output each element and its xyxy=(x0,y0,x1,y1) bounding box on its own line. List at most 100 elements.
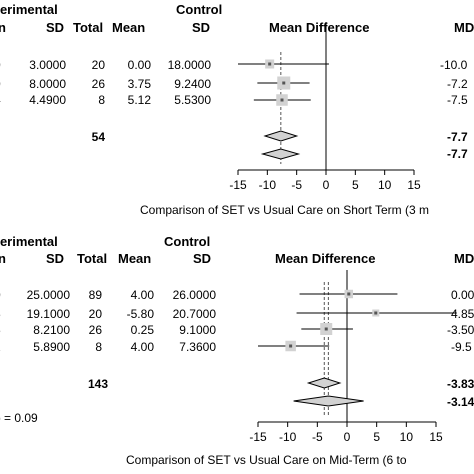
control-group-header: Control xyxy=(176,2,222,17)
x-tick-label: -10 xyxy=(259,178,277,192)
experimental-group-header: perimental xyxy=(0,234,58,249)
md-cell: -10.0 xyxy=(440,58,468,72)
study-point-estimate xyxy=(374,311,378,315)
md-cell: 0.00 xyxy=(451,288,474,302)
ctrl-sd-cell: 18.0000 xyxy=(168,58,212,72)
exp-sd-cell: 19.1000 xyxy=(27,307,71,321)
control-group-header: Control xyxy=(164,234,210,249)
table-row: 0 25.0000 89 4.00 26.0000 0.00 xyxy=(0,288,474,302)
col-header-md: MD xyxy=(454,251,474,266)
table-row: 0 3.0000 20 0.00 18.0000 -10.0 xyxy=(0,58,468,72)
col-header-ctrl-sd: SD xyxy=(193,251,211,266)
x-tick-label: 15 xyxy=(407,178,421,192)
x-tick-label: 0 xyxy=(323,178,330,192)
col-header-mean-difference: Mean Difference xyxy=(269,20,369,35)
ctrl-mean-cell: 4.00 xyxy=(131,340,155,354)
table-row: 4 4.4900 8 5.12 5.5300 -7.5 xyxy=(0,93,468,107)
study-rows: 0 25.0000 89 4.00 26.0000 0.00 5 19.1000… xyxy=(0,288,474,354)
x-tick-label: 0 xyxy=(344,430,351,444)
x-axis: -15 -10 -5 0 5 10 15 xyxy=(229,169,421,192)
col-header-exp-total: Total xyxy=(77,251,107,266)
panel-mid-term: perimental Control n SD Total Mean SD Me… xyxy=(0,234,474,467)
pooled-diamond xyxy=(306,377,342,389)
table-row: 5 8.2100 26 0.25 9.1000 -3.50 xyxy=(0,323,474,337)
col-header-ctrl-mean: Mean xyxy=(118,251,151,266)
pooled-md-cell: -3.83 xyxy=(447,377,474,391)
total-cell: 54 xyxy=(92,130,106,144)
exp-mean-cell: 0 xyxy=(0,77,1,91)
table-row: 0 8.0000 26 3.75 9.2400 -7.2 xyxy=(0,77,468,91)
study-point-estimate xyxy=(289,344,293,348)
table-row: 1 5.8900 8 4.00 7.3600 -9.5 xyxy=(0,340,472,354)
x-tick-label: 10 xyxy=(378,178,392,192)
ctrl-sd-cell: 5.5300 xyxy=(174,93,211,107)
x-axis-label: Comparison of SET vs Usual Care on Mid-T… xyxy=(126,453,407,467)
x-tick-label: -5 xyxy=(291,178,302,192)
experimental-group-header: perimental xyxy=(0,2,58,17)
exp-total-cell: 8 xyxy=(98,93,105,107)
md-cell: 4.85 xyxy=(451,307,474,321)
study-rows: 0 3.0000 20 0.00 18.0000 -10.0 0 8.0000 … xyxy=(0,58,468,107)
exp-mean-cell: 0 xyxy=(0,288,1,302)
ctrl-mean-cell: -5.80 xyxy=(127,307,155,321)
exp-total-cell: 20 xyxy=(89,307,103,321)
exp-mean-cell: 4 xyxy=(0,93,1,107)
exp-total-cell: 26 xyxy=(92,77,106,91)
ctrl-sd-cell: 9.1000 xyxy=(179,323,216,337)
exp-sd-cell: 5.8900 xyxy=(33,340,70,354)
exp-mean-cell: 5 xyxy=(0,307,1,321)
md-cell: -7.5 xyxy=(447,93,468,107)
col-header-ctrl-sd: SD xyxy=(192,20,210,35)
x-tick-label: -15 xyxy=(249,430,267,444)
x-axis-label: Comparison of SET vs Usual Care on Short… xyxy=(140,203,429,217)
exp-sd-cell: 8.0000 xyxy=(29,77,66,91)
exp-sd-cell: 3.0000 xyxy=(29,58,66,72)
ctrl-sd-cell: 9.2400 xyxy=(174,77,211,91)
md-cell: -9.5 xyxy=(451,340,472,354)
pooled-diamond xyxy=(263,130,299,142)
col-header-ctrl-mean: Mean xyxy=(112,20,145,35)
x-tick-label: -5 xyxy=(312,430,323,444)
ctrl-sd-cell: 26.0000 xyxy=(173,288,217,302)
panel-short-term: perimental Control n SD Total Mean SD Me… xyxy=(0,2,474,217)
study-point-estimate xyxy=(282,81,286,85)
exp-sd-cell: 25.0000 xyxy=(27,288,71,302)
md-cell: -7.2 xyxy=(447,77,468,91)
ctrl-sd-cell: 20.7000 xyxy=(173,307,217,321)
pooled-md-cell: -7.7 xyxy=(447,147,468,161)
ctrl-mean-cell: 0.00 xyxy=(128,58,152,72)
md-cell: -3.50 xyxy=(447,323,474,337)
forest-marks xyxy=(238,22,329,170)
ctrl-mean-cell: 0.25 xyxy=(131,323,155,337)
exp-sd-cell: 4.4900 xyxy=(29,93,66,107)
x-tick-label: -10 xyxy=(279,430,297,444)
col-header-mean-difference: Mean Difference xyxy=(275,251,375,266)
exp-mean-cell: 5 xyxy=(0,323,1,337)
pooled-diamond xyxy=(260,148,301,160)
ctrl-mean-cell: 4.00 xyxy=(131,288,155,302)
col-header-exp-mean: n xyxy=(0,20,6,35)
x-tick-label: 15 xyxy=(429,430,443,444)
study-point-estimate xyxy=(347,292,351,296)
exp-total-cell: 8 xyxy=(95,340,102,354)
exp-total-cell: 20 xyxy=(92,58,106,72)
exp-mean-cell: 0 xyxy=(0,58,1,72)
exp-total-cell: 26 xyxy=(89,323,103,337)
x-tick-label: 5 xyxy=(352,178,359,192)
table-row: 5 19.1000 20 -5.80 20.7000 4.85 xyxy=(0,307,474,321)
ctrl-sd-cell: 7.3600 xyxy=(179,340,216,354)
col-header-md: MD xyxy=(454,20,474,35)
pooled-diamond xyxy=(293,395,364,407)
pooled-md-cell: -3.14 xyxy=(447,395,474,409)
study-point-estimate xyxy=(280,98,284,102)
col-header-exp-sd: SD xyxy=(46,251,64,266)
exp-total-cell: 89 xyxy=(89,288,103,302)
exp-sd-cell: 8.2100 xyxy=(33,323,70,337)
ctrl-mean-cell: 3.75 xyxy=(128,77,152,91)
study-point-estimate xyxy=(324,327,328,331)
x-tick-label: 10 xyxy=(400,430,414,444)
x-tick-label: 5 xyxy=(373,430,380,444)
col-header-exp-mean: n xyxy=(0,251,6,266)
col-header-exp-sd: SD xyxy=(46,20,64,35)
